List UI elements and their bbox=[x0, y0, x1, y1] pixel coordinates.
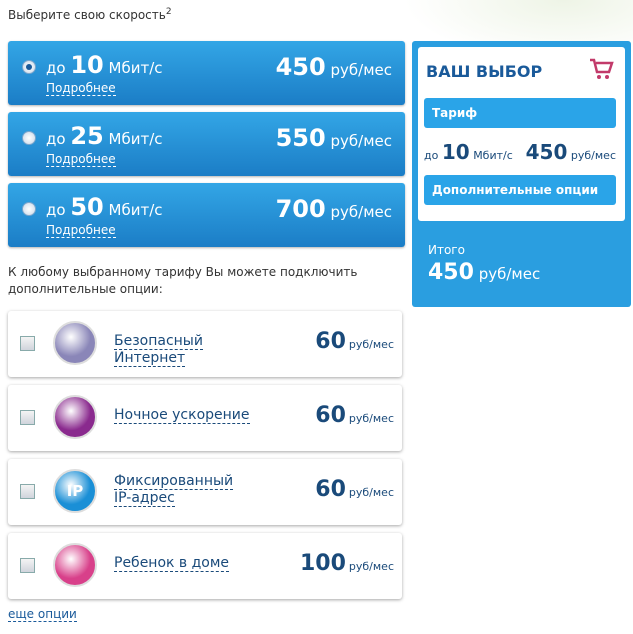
option-price: 100 руб/мес bbox=[300, 551, 394, 576]
prefix: до bbox=[46, 59, 66, 77]
details-link[interactable]: Подробнее bbox=[46, 223, 116, 238]
price: 60 bbox=[315, 477, 346, 502]
price-unit: руб/мес bbox=[348, 412, 394, 425]
prefix: до bbox=[46, 130, 66, 148]
footnote-mark: 2 bbox=[165, 7, 172, 17]
tariff-option[interactable]: до 50 Мбит/с Подробнее 700 руб/мес bbox=[8, 183, 405, 247]
checkbox[interactable] bbox=[20, 410, 35, 425]
unit: Мбит/с bbox=[108, 130, 163, 148]
option-name-text[interactable]: Безопасный Интернет bbox=[114, 333, 203, 367]
price: 60 bbox=[315, 403, 346, 428]
option-price: 60 руб/мес bbox=[315, 403, 394, 428]
price-unit: руб/мес bbox=[330, 203, 393, 221]
tariff-option[interactable]: до 25 Мбит/с Подробнее 550 руб/мес bbox=[8, 112, 405, 176]
option-name-text[interactable]: Фиксированный IP-адрес bbox=[114, 473, 234, 507]
radio-button[interactable] bbox=[22, 131, 36, 145]
speed: 50 bbox=[70, 193, 104, 221]
total-label: Итого bbox=[428, 243, 465, 257]
unit: Мбит/с bbox=[108, 201, 163, 219]
radio-button[interactable] bbox=[22, 202, 36, 216]
option-name[interactable]: Безопасный Интернет bbox=[114, 333, 254, 367]
price: 450 bbox=[525, 140, 568, 164]
speed-label: до 50 Мбит/с bbox=[46, 193, 163, 221]
option-name-text[interactable]: Ночное ускорение bbox=[114, 407, 250, 424]
speed-label: до 25 Мбит/с bbox=[46, 122, 163, 150]
option-card: Безопасный Интернет 60 руб/мес bbox=[8, 311, 402, 377]
option-card: Ребенок в доме 100 руб/мес bbox=[8, 533, 402, 599]
unit: Мбит/с bbox=[108, 59, 163, 77]
speed-label: до 10 Мбит/с bbox=[46, 51, 163, 79]
price-unit: руб/мес bbox=[348, 338, 394, 351]
option-name[interactable]: Фиксированный IP-адрес bbox=[114, 473, 254, 507]
cart-icon bbox=[590, 58, 614, 79]
details-link[interactable]: Подробнее bbox=[46, 81, 116, 96]
unit: Мбит/с bbox=[473, 149, 513, 162]
options-heading: Дополнительные опции bbox=[424, 175, 616, 205]
price-unit: руб/мес bbox=[330, 132, 393, 150]
details-link[interactable]: Подробнее bbox=[46, 152, 116, 167]
checkbox[interactable] bbox=[20, 484, 35, 499]
option-price: 60 руб/мес bbox=[315, 477, 394, 502]
radio-button[interactable] bbox=[22, 60, 36, 74]
total: 450 руб/мес bbox=[428, 260, 540, 285]
option-card: Ночное ускорение 60 руб/мес bbox=[8, 385, 402, 451]
speed: 10 bbox=[70, 51, 104, 79]
prefix: до bbox=[46, 201, 66, 219]
option-icon bbox=[53, 395, 97, 439]
tariff-option[interactable]: до 10 Мбит/с Подробнее 450 руб/мес bbox=[8, 41, 405, 105]
option-card: IP Фиксированный IP-адрес 60 руб/мес bbox=[8, 459, 402, 525]
price-unit: руб/мес bbox=[570, 149, 616, 162]
speed: 25 bbox=[70, 122, 104, 150]
option-icon: IP bbox=[53, 469, 97, 513]
price: 60 bbox=[315, 329, 346, 354]
price-label: 550 руб/мес bbox=[276, 124, 392, 152]
more-options-link[interactable]: еще опции bbox=[8, 607, 77, 622]
option-name[interactable]: Ребенок в доме bbox=[114, 555, 254, 572]
price-label: 700 руб/мес bbox=[276, 195, 392, 223]
option-name-text[interactable]: Ребенок в доме bbox=[114, 555, 230, 572]
tariff-heading: Тариф bbox=[424, 98, 616, 128]
option-name[interactable]: Ночное ускорение bbox=[114, 407, 254, 424]
price: 450 bbox=[275, 53, 326, 81]
summary-speed: до 10 Мбит/с bbox=[424, 140, 513, 164]
checkbox[interactable] bbox=[20, 558, 35, 573]
speed: 10 bbox=[441, 140, 470, 164]
checkbox[interactable] bbox=[20, 336, 35, 351]
summary-price: 450 руб/мес bbox=[526, 140, 616, 164]
price-unit: руб/мес bbox=[348, 560, 394, 573]
price-unit: руб/мес bbox=[348, 486, 394, 499]
option-icon bbox=[53, 321, 97, 365]
price: 550 bbox=[275, 124, 326, 152]
prefix: до bbox=[424, 149, 439, 162]
heading-text: Выберите свою скорость bbox=[8, 8, 166, 22]
options-note: К любому выбранному тарифу Вы можете под… bbox=[8, 265, 358, 296]
option-price: 60 руб/мес bbox=[315, 329, 394, 354]
speed-heading: Выберите свою скорость2 bbox=[8, 7, 172, 22]
price-label: 450 руб/мес bbox=[276, 53, 392, 81]
option-icon bbox=[53, 543, 97, 587]
price: 700 bbox=[275, 195, 326, 223]
summary-title: ВАШ ВЫБОР bbox=[426, 62, 543, 81]
total-unit: руб/мес bbox=[478, 265, 541, 283]
price-unit: руб/мес bbox=[330, 61, 393, 79]
total-value: 450 bbox=[428, 260, 474, 285]
price: 100 bbox=[299, 551, 346, 576]
